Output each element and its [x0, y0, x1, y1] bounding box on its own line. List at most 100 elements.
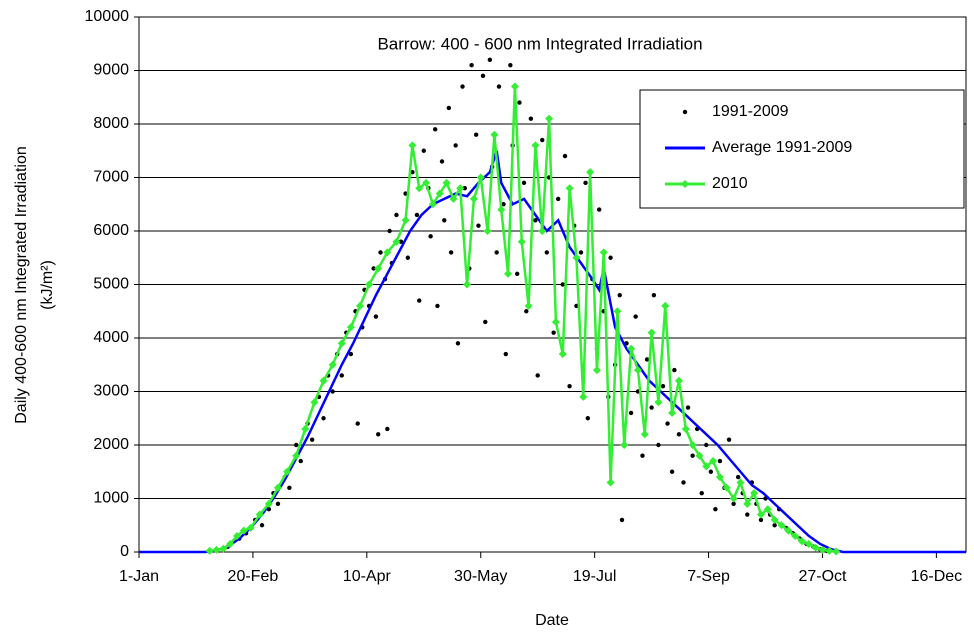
data-point: [533, 218, 538, 223]
x-tick-label: 7-Sep: [687, 568, 730, 585]
x-tick-label: 1-Jan: [119, 568, 159, 585]
data-marker: [695, 451, 704, 460]
data-point: [387, 228, 392, 234]
data-marker: [777, 521, 786, 530]
data-point: [355, 421, 360, 426]
y-tick-label: 2000: [93, 436, 129, 453]
data-marker: [239, 526, 248, 535]
data-point: [772, 523, 777, 528]
data-point: [745, 512, 750, 517]
data-marker: [613, 307, 622, 316]
data-marker: [463, 280, 472, 289]
data-point: [660, 383, 666, 389]
data-point: [656, 442, 661, 448]
data-marker: [212, 545, 221, 554]
data-point: [385, 426, 390, 432]
data-marker: [551, 317, 560, 326]
data-marker: [661, 301, 670, 310]
y-tick-label: 1000: [93, 490, 129, 507]
data-marker: [633, 366, 642, 375]
data-point: [562, 153, 568, 159]
data-point: [473, 132, 479, 137]
data-point: [496, 84, 502, 89]
data-point: [699, 490, 704, 496]
data-marker: [647, 328, 656, 337]
data-point: [428, 234, 433, 239]
data-marker: [415, 184, 424, 193]
data-marker: [483, 227, 492, 235]
data-point: [330, 389, 335, 394]
data-marker: [408, 141, 417, 150]
data-marker: [763, 505, 772, 514]
data-point: [560, 282, 565, 287]
data-marker: [654, 398, 663, 407]
data-marker: [442, 178, 451, 187]
data-marker: [627, 344, 636, 353]
data-marker: [668, 408, 677, 417]
data-point: [681, 480, 686, 485]
data-marker: [722, 483, 731, 492]
data-point: [758, 517, 764, 523]
data-point: [617, 293, 622, 298]
y-tick-label: 7000: [93, 169, 129, 186]
data-marker: [292, 451, 301, 460]
data-point: [275, 501, 281, 507]
data-marker: [572, 253, 581, 262]
data-marker: [301, 424, 310, 433]
x-tick-label: 10-Apr: [343, 568, 392, 585]
y-tick-label: 5000: [93, 276, 129, 293]
data-point: [640, 453, 645, 458]
data-point: [608, 255, 613, 260]
data-marker: [811, 543, 820, 552]
data-point: [508, 62, 513, 68]
y-tick-label: 3000: [93, 383, 129, 400]
plot-frame: [138, 16, 967, 553]
data-marker: [504, 269, 513, 278]
data-point: [676, 432, 682, 437]
data-point: [378, 250, 383, 255]
data-marker: [606, 478, 615, 487]
data-point: [348, 351, 354, 357]
data-marker: [750, 489, 759, 498]
data-marker: [490, 130, 499, 139]
y-tick-label: 9000: [93, 62, 129, 79]
y-tick-label: 10000: [85, 8, 130, 25]
data-point: [583, 180, 588, 186]
data-point: [371, 266, 376, 271]
data-marker: [592, 366, 601, 375]
x-tick-label: 30-May: [454, 568, 507, 585]
data-point: [708, 469, 714, 474]
data-marker: [517, 237, 526, 246]
data-marker: [818, 545, 827, 554]
data-marker: [383, 248, 392, 257]
legend-label: Average 1991-2009: [712, 139, 852, 156]
data-point: [651, 293, 657, 298]
data-point: [460, 84, 465, 89]
x-axis-label: Date: [535, 612, 569, 629]
data-marker: [337, 339, 346, 348]
data-point: [555, 196, 561, 202]
data-point: [628, 410, 634, 416]
data-point: [567, 383, 572, 389]
data-marker: [674, 376, 683, 385]
data-point: [339, 373, 344, 378]
data-marker: [456, 184, 465, 193]
data-marker: [586, 168, 595, 177]
data-marker: [558, 350, 567, 359]
data-point: [321, 416, 326, 421]
data-marker: [531, 141, 540, 150]
data-marker: [392, 237, 401, 246]
data-marker: [365, 280, 374, 289]
data-point: [394, 212, 399, 218]
data-marker: [255, 510, 264, 519]
x-tick-label: 20-Feb: [228, 568, 279, 585]
legend-label: 1991-2009: [712, 103, 789, 120]
x-tick-label: 27-Oct: [798, 568, 847, 585]
data-point: [487, 57, 493, 62]
y-tick-label: 8000: [93, 115, 129, 132]
data-marker: [784, 526, 793, 535]
data-marker: [599, 248, 608, 257]
data-marker: [524, 301, 533, 310]
data-marker: [729, 494, 738, 503]
